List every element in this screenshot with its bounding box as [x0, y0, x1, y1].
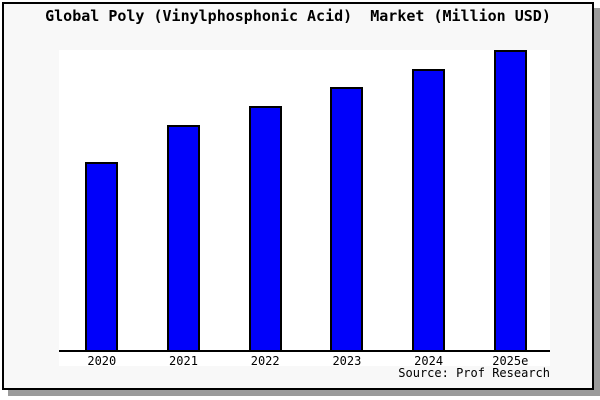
x-axis-line: [59, 350, 550, 352]
bar-2023: [330, 87, 364, 352]
chart-panel: Global Poly (Vinylphosphonic Acid) Marke…: [2, 2, 594, 390]
bar-2025e: [493, 50, 527, 352]
chart-title: Global Poly (Vinylphosphonic Acid) Marke…: [45, 7, 551, 25]
x-tick-label-2025e: 2025e: [492, 354, 529, 368]
x-tick-label-2020: 2020: [87, 354, 117, 368]
bar-2022: [248, 106, 282, 352]
bar-2024: [412, 69, 446, 352]
bar-2021: [167, 125, 200, 352]
bar-2020: [85, 162, 119, 352]
plot-area: 2020 2021 2022 2023 2024 2025e: [59, 50, 550, 368]
x-tick-label-2022: 2022: [250, 354, 280, 368]
x-tick-label-2023: 2023: [332, 354, 362, 368]
source-label: Source: Prof Research: [398, 366, 550, 380]
x-tick-label-2021: 2021: [169, 354, 198, 368]
x-tick-label-2024: 2024: [414, 354, 444, 368]
